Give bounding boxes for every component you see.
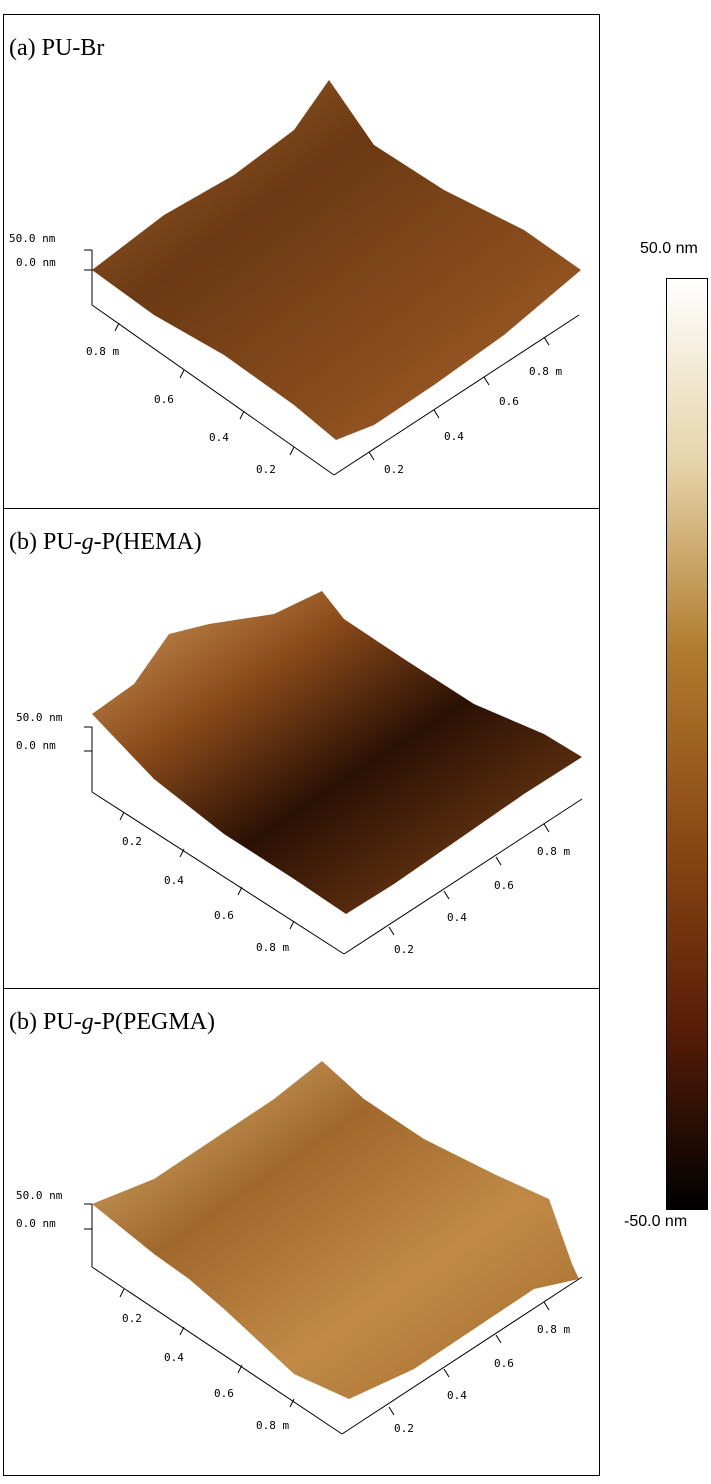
panel-a-surface-plot: 50.0 nm 0.0 nm 0.8 m 0.6 0.4 0.2 0.8 m 0… (9, 80, 581, 476)
colorbar-max-label: 50.0 nm (640, 240, 698, 257)
left-tick-c-3: 0.6 (214, 1387, 234, 1400)
left-tick-c-1: 0.2 (122, 1312, 142, 1325)
right-tick-b-2: 0.6 (494, 879, 514, 892)
left-tick-b-3: 0.6 (214, 909, 234, 922)
right-tick-a-2: 0.6 (499, 395, 519, 408)
panel-c-surface-plot: 50.0 nm 0.0 nm 0.2 0.4 0.6 0.8 m 0.8 m 0… (16, 1061, 583, 1435)
z-zero-label-b: 0.0 nm (16, 739, 56, 752)
left-tick-a-1: 0.8 m (86, 345, 119, 358)
right-tick-b-1: 0.8 m (537, 845, 570, 858)
panel-b-surface-plot: 50.0 nm 0.0 nm 0.2 0.4 0.6 0.8 m 0.8 m 0… (16, 591, 583, 956)
left-tick-b-4: 0.8 m (256, 941, 289, 954)
right-tick-c-3: 0.4 (447, 1389, 467, 1402)
z-max-label-c: 50.0 nm (16, 1189, 63, 1202)
colorbar-min-label: -50.0 nm (624, 1213, 688, 1230)
figure-frame: (a) PU-Br (3, 14, 600, 1476)
left-tick-c-4: 0.8 m (256, 1419, 289, 1432)
right-tick-b-3: 0.4 (447, 911, 467, 924)
right-tick-c-2: 0.6 (494, 1357, 514, 1370)
z-zero-label-a: 0.0 nm (16, 256, 56, 269)
surface-c (92, 1061, 579, 1399)
height-colorbar (666, 278, 708, 1210)
right-tick-c-4: 0.2 (394, 1422, 414, 1435)
z-max-label-a: 50.0 nm (9, 232, 56, 245)
panel-a-title: (a) PU-Br (9, 35, 105, 61)
z-max-label-b: 50.0 nm (16, 711, 63, 724)
panel-c: (b) PU-g-P(PEGMA) (4, 988, 599, 1474)
panel-a: (a) PU-Br (4, 15, 599, 508)
right-tick-a-3: 0.4 (444, 430, 464, 443)
left-tick-b-2: 0.4 (164, 874, 184, 887)
panel-c-title: (b) PU-g-P(PEGMA) (9, 1009, 215, 1035)
surface-a (92, 80, 581, 440)
left-tick-b-1: 0.2 (122, 835, 142, 848)
right-tick-a-4: 0.2 (384, 463, 404, 476)
right-tick-a-1: 0.8 m (529, 365, 562, 378)
right-tick-b-4: 0.2 (394, 943, 414, 956)
left-tick-a-2: 0.6 (154, 393, 174, 406)
right-tick-c-1: 0.8 m (537, 1323, 570, 1336)
left-tick-a-4: 0.2 (256, 463, 276, 476)
surface-b (92, 591, 582, 914)
panel-b: (b) PU-g-P(HEMA) (4, 508, 599, 988)
left-tick-a-3: 0.4 (209, 431, 229, 444)
left-tick-c-2: 0.4 (164, 1351, 184, 1364)
z-zero-label-c: 0.0 nm (16, 1217, 56, 1230)
panel-b-title: (b) PU-g-P(HEMA) (9, 529, 202, 555)
